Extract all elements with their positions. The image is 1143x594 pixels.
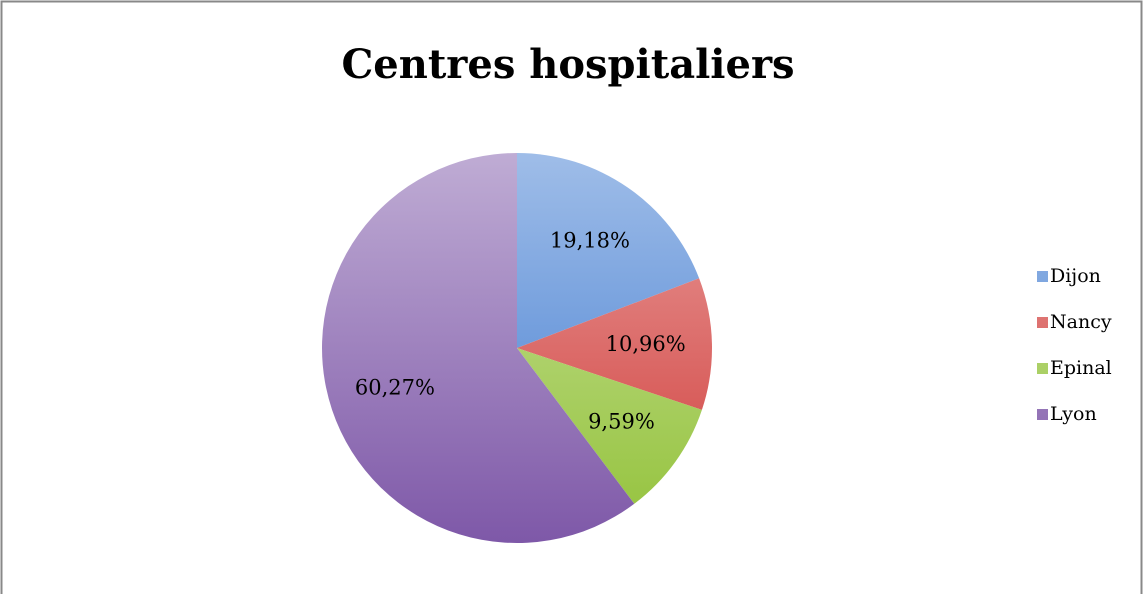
- pie-slice: [322, 152, 635, 543]
- pie-slice: [517, 278, 713, 410]
- data-label: 10,96%: [606, 332, 686, 356]
- data-label: 60,27%: [355, 375, 435, 399]
- legend-label: Lyon: [1050, 403, 1097, 425]
- pie-slice: [517, 153, 700, 348]
- legend-label: Dijon: [1050, 265, 1101, 287]
- legend-swatch: [1037, 409, 1048, 420]
- chart-title: Centres hospitaliers: [341, 41, 794, 88]
- legend-swatch: [1037, 271, 1048, 282]
- pie-slice: [517, 348, 702, 504]
- legend-label: Epinal: [1050, 357, 1112, 379]
- data-label: 19,18%: [550, 228, 630, 252]
- legend-swatch: [1037, 317, 1048, 328]
- legend-label: Nancy: [1050, 311, 1112, 333]
- data-label: 9,59%: [588, 410, 655, 434]
- legend-swatch: [1037, 363, 1048, 374]
